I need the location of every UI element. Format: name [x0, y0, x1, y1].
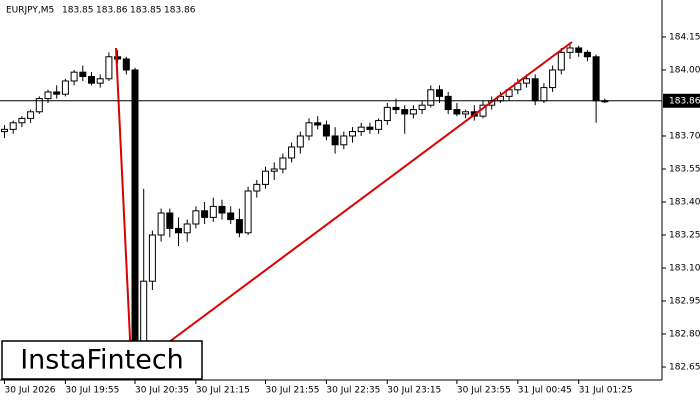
- candle-body: [288, 146, 296, 159]
- y-tick-label: 183.55: [669, 164, 700, 174]
- y-tick-label: 182.95: [669, 297, 700, 307]
- candle-body: [70, 71, 78, 82]
- header-value: 183.86: [164, 6, 196, 16]
- candle-body: [453, 109, 461, 115]
- bid-label-box: [663, 93, 700, 108]
- x-tick-label: 30 Jul 21:55: [266, 386, 320, 396]
- x-tick-label: 31 Jul 00:45: [518, 386, 572, 396]
- y-tick-label: 182.80: [669, 330, 700, 340]
- candle-body: [409, 109, 417, 115]
- candle-body: [235, 219, 243, 234]
- candle-body: [61, 80, 69, 95]
- x-tick-label: 31 Jul 01:25: [579, 386, 633, 396]
- candle-body: [105, 56, 113, 80]
- candle-body: [340, 135, 348, 146]
- candle-body: [88, 76, 95, 84]
- y-tick-label: 182.65: [669, 363, 700, 373]
- trend-line: [164, 41, 573, 346]
- y-tick-label: 184.00: [669, 65, 700, 75]
- candle-body: [218, 205, 226, 214]
- candle-body: [592, 56, 600, 102]
- candle-body: [148, 234, 156, 282]
- candle-body: [314, 122, 322, 126]
- candle-body: [305, 122, 313, 137]
- plot: [1, 43, 609, 374]
- candle-body: [18, 117, 26, 124]
- candle-body: [131, 69, 139, 366]
- candle-body: [166, 212, 174, 229]
- candle-body: [392, 106, 400, 111]
- candle-body: [183, 223, 191, 234]
- candle-body: [27, 111, 35, 119]
- candle-body: [549, 69, 557, 89]
- x-tick-label: 30 Jul 2026: [5, 386, 56, 396]
- candle-body: [357, 126, 365, 133]
- candle-body: [96, 78, 104, 84]
- candle-body: [1, 128, 8, 133]
- y-tick-label: 183.25: [669, 230, 700, 240]
- logo: InstaFintech: [20, 345, 184, 376]
- bid-label: 183.86: [669, 96, 700, 106]
- candle-body: [122, 58, 130, 71]
- candle-body: [418, 104, 426, 111]
- x-tick-label: 30 Jul 23:15: [387, 386, 441, 396]
- candle-body: [575, 47, 583, 53]
- candle-body: [531, 78, 539, 102]
- candle-body: [349, 131, 356, 137]
- candle-body: [566, 47, 574, 53]
- header-value: 183.85: [62, 6, 94, 16]
- candle-body: [175, 227, 182, 234]
- header-value: 183.85: [130, 6, 162, 16]
- candle-body: [436, 89, 443, 97]
- x-tick-label: 30 Jul 22:35: [326, 386, 380, 396]
- candle-body: [192, 210, 200, 225]
- candle-body: [253, 183, 261, 192]
- header-value: 183.86: [96, 6, 128, 16]
- x-tick-label: 30 Jul 19:55: [65, 386, 119, 396]
- candle-body: [279, 157, 287, 170]
- candle-body: [227, 212, 235, 221]
- candle-body: [244, 190, 252, 234]
- candle-body: [79, 71, 87, 78]
- candle-body: [44, 91, 52, 100]
- x-tick-label: 30 Jul 23:55: [457, 386, 511, 396]
- header-values: 183.85 183.86 183.85 183.86: [62, 6, 196, 16]
- candle-body: [444, 95, 452, 111]
- candle-body: [53, 91, 61, 95]
- candle-body: [401, 109, 409, 115]
- candle-body: [523, 78, 530, 84]
- candle-body: [383, 106, 391, 122]
- logo-box: [1, 340, 203, 380]
- chart-title: EURJPY,M5: [6, 6, 54, 16]
- candle-body: [270, 168, 278, 172]
- candle-body: [331, 135, 339, 146]
- candle-body: [540, 87, 548, 102]
- y-tick-label: 183.10: [669, 264, 700, 274]
- candle-body: [462, 111, 470, 115]
- candle-body: [201, 210, 209, 218]
- candle-body: [322, 124, 330, 137]
- y-tick-label: 184.15: [669, 32, 700, 42]
- candle-body: [262, 170, 269, 185]
- candle-body: [557, 51, 565, 71]
- candle-body: [427, 89, 435, 106]
- candle-body: [157, 212, 165, 236]
- candle-body: [583, 51, 591, 58]
- candle-body: [35, 98, 43, 113]
- x-tick-label: 30 Jul 20:35: [135, 386, 189, 396]
- candle-body: [375, 120, 383, 130]
- candle-body: [296, 135, 304, 148]
- y-tick-label: 183.70: [669, 131, 700, 141]
- candle-body: [9, 122, 17, 130]
- y-tick-label: 183.40: [669, 197, 700, 207]
- candle-body: [366, 126, 374, 130]
- x-tick-label: 30 Jul 21:15: [196, 386, 250, 396]
- candle-body: [114, 56, 122, 60]
- trend-line: [115, 47, 133, 381]
- candle-body: [209, 205, 217, 218]
